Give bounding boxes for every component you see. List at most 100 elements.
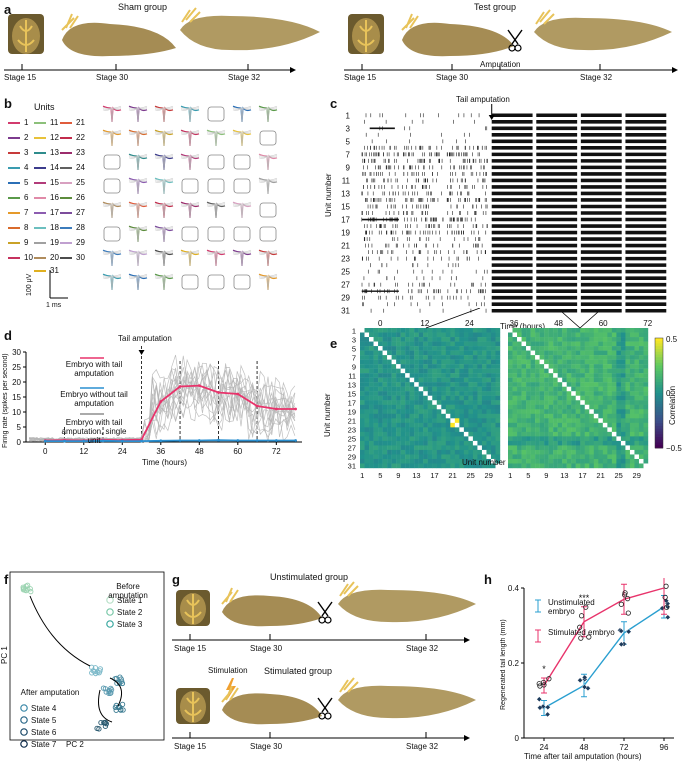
heat-cell <box>391 350 397 356</box>
heat-cell <box>364 328 370 333</box>
heat-cell <box>432 418 437 424</box>
heat-cell <box>409 445 415 451</box>
heat-cell <box>575 422 581 428</box>
state-point <box>119 680 126 687</box>
heat-cell <box>391 427 397 433</box>
unit-number-label: 18 <box>50 223 59 232</box>
heat-cell <box>495 445 501 451</box>
heat-cell <box>427 355 433 360</box>
heat-cell <box>391 332 397 338</box>
heat-cell <box>364 458 370 464</box>
d-x-tick: 24 <box>118 447 127 456</box>
heat-cell <box>427 373 433 378</box>
heat-cell <box>625 346 631 351</box>
heat-cell <box>400 337 406 342</box>
heat-cell <box>490 404 496 410</box>
heat-cell <box>548 364 554 369</box>
heat-cell <box>535 427 540 433</box>
heat-cell <box>468 332 474 338</box>
sham-embryo-stage32 <box>180 7 320 51</box>
heat-cell <box>382 337 388 342</box>
heat-cell <box>472 350 478 356</box>
heat-cell <box>548 350 554 356</box>
heat-cell <box>589 332 595 338</box>
heat-cell <box>414 431 419 437</box>
state-legend-marker <box>106 596 114 604</box>
heat-cell <box>539 395 545 401</box>
heat-cell <box>373 337 379 342</box>
heat-cell <box>454 413 460 419</box>
heat-cell <box>526 427 531 433</box>
heat-cell <box>450 332 456 338</box>
colorbar-segment <box>655 406 663 410</box>
heat-cell <box>602 413 608 419</box>
heat-cell <box>459 458 465 464</box>
heat-cell <box>378 454 383 460</box>
heat-cell <box>490 386 496 392</box>
heat-cell <box>391 418 397 424</box>
heat-cell <box>571 422 576 428</box>
heat-cell <box>553 377 558 383</box>
heat-cell <box>436 449 442 455</box>
heat-cell <box>593 454 599 460</box>
heat-cell <box>486 328 492 333</box>
heat-cell <box>436 350 442 356</box>
empty-channel <box>207 274 225 290</box>
scale-x-label: 1 ms <box>46 302 62 309</box>
heat-cell <box>575 377 581 383</box>
heat-cell <box>517 445 522 451</box>
heat-cell <box>521 355 527 360</box>
heat-cell <box>539 463 545 469</box>
heat-cell <box>486 377 492 383</box>
heat-cell <box>387 377 392 383</box>
heat-cell <box>553 427 558 433</box>
heat-cell <box>405 427 410 433</box>
raster-y-tick: 23 <box>341 255 350 264</box>
heat-cell <box>436 395 442 401</box>
e-x-tick: 29 <box>485 471 493 478</box>
heat-cell <box>629 350 635 356</box>
raster-y-tick: 27 <box>341 281 350 290</box>
heat-cell <box>512 431 518 437</box>
heat-cell <box>468 359 474 365</box>
heat-cell <box>391 404 397 410</box>
heat-cell <box>454 463 460 469</box>
state-legend-label: State 3 <box>117 620 143 629</box>
heat-cell <box>423 350 428 356</box>
heat-cell <box>481 413 487 419</box>
heat-cell <box>580 436 585 442</box>
heat-cell <box>495 418 501 424</box>
spike-waveform <box>232 105 252 123</box>
heat-cell <box>472 463 478 469</box>
heat-cell <box>548 386 554 392</box>
heat-cell <box>589 341 595 347</box>
heat-cell <box>629 413 635 419</box>
heat-cell <box>580 395 585 401</box>
panel-a-illustration <box>4 7 678 73</box>
heat-cell <box>643 332 649 338</box>
heat-cell <box>423 418 428 424</box>
heat-cell <box>382 341 388 347</box>
heat-cell <box>634 386 640 392</box>
heat-cell <box>468 458 474 464</box>
unstim-embryo-stage30 <box>221 587 322 627</box>
empty-channel <box>103 154 121 170</box>
heat-cell <box>638 449 644 455</box>
unit-swatch <box>34 241 46 244</box>
heat-cell <box>643 458 649 464</box>
heat-cell <box>396 413 401 419</box>
diag-cell <box>638 458 644 464</box>
heat-cell <box>584 382 590 387</box>
heat-cell <box>611 332 617 338</box>
heat-cell <box>598 332 604 338</box>
heat-cell <box>620 445 626 451</box>
heat-cell <box>414 413 419 419</box>
heat-cell <box>387 337 392 342</box>
heat-cell <box>418 355 424 360</box>
h-x-label: Time after tail amputation (hours) <box>524 752 642 761</box>
heat-cell <box>526 436 531 442</box>
heat-cell <box>481 391 487 396</box>
heat-cell <box>477 400 483 405</box>
heat-cell <box>634 404 640 410</box>
heat-cell <box>486 395 492 401</box>
